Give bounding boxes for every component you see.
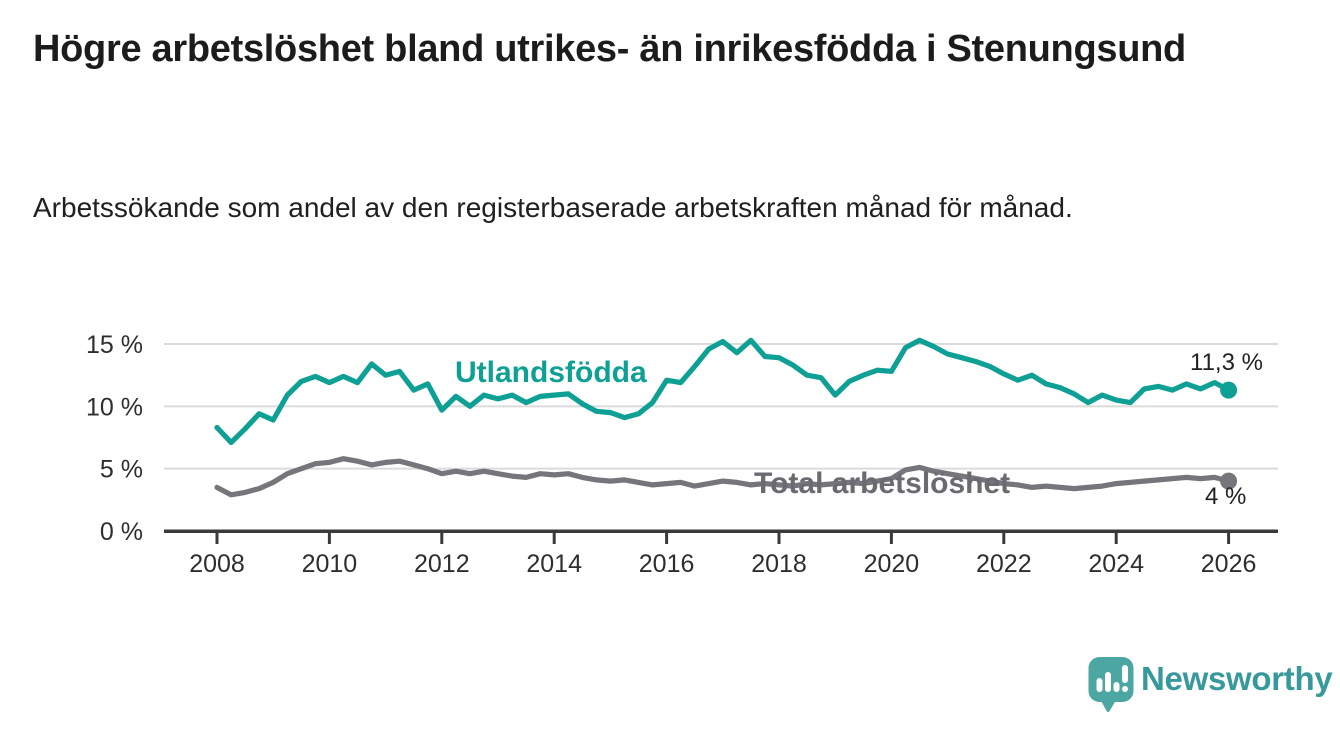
x-axis-tick-label: 2014	[526, 550, 582, 578]
end-value-label-utlandsfodda: 11,3 %	[1190, 349, 1263, 376]
total-arbetsloshet-end-dot	[1220, 472, 1238, 490]
x-axis-tick-label: 2026	[1201, 550, 1257, 578]
page-title: Högre arbetslöshet bland utrikes- än inr…	[33, 28, 1186, 70]
chart-plot: 0 % 5 % 10 % 15 % 2008 2010 2012 2014 2016 2018 20…	[86, 331, 1278, 578]
x-axis-tick-label: 2010	[302, 550, 358, 578]
x-axis-tick-label: 2012	[414, 550, 470, 578]
bar-chart-speech-bubble-icon	[1088, 657, 1134, 712]
total-arbetsloshet-line	[214, 456, 1232, 498]
y-axis-tick-label: 10 %	[86, 393, 143, 421]
chart-subtitle: Arbetssökande som andel av den registerb…	[33, 192, 1073, 223]
x-axis-tick-label: 2020	[864, 550, 920, 578]
series-label-utlandsfodda: Utlandsfödda	[455, 356, 647, 389]
utlandsfodda-end-dot	[1220, 381, 1238, 399]
utlandsfodda-line	[214, 337, 1232, 446]
y-axis-tick-label: 5 %	[100, 456, 143, 484]
series-label-total-arbetsloshet: Total arbetslöshet	[754, 467, 1011, 500]
x-axis-line	[164, 529, 1278, 533]
y-axis-tick-label: 0 %	[100, 518, 143, 546]
y-axis-tick-label: 15 %	[86, 331, 143, 359]
x-axis-tick-label: 2016	[639, 550, 695, 578]
end-value-label-total: 4 %	[1205, 483, 1247, 510]
x-axis-tick-label: 2024	[1088, 550, 1144, 578]
chart-area: 0 % 5 % 10 % 15 % 2008 2010 2012 2014 2016 2018 20…	[0, 300, 1340, 620]
x-axis-tick-label: 2022	[976, 550, 1032, 578]
x-axis-tick-label: 2008	[189, 550, 245, 578]
x-axis-tick-label: 2018	[751, 550, 807, 578]
brand-name: Newsworthy	[1141, 660, 1333, 697]
